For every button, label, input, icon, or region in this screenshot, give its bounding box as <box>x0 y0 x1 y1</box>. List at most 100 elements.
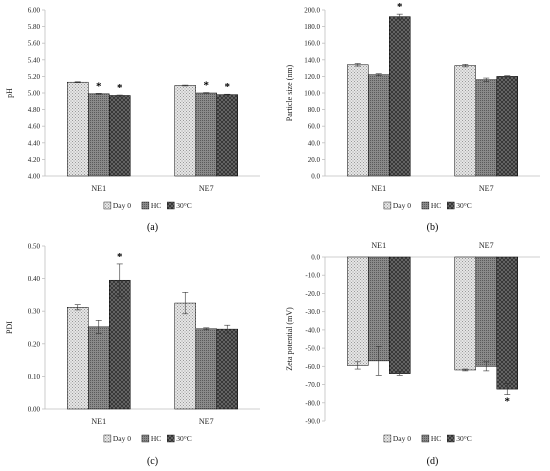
legend-label: Day 0 <box>113 201 131 210</box>
error-bar <box>396 13 403 20</box>
panel-label: (a) <box>147 222 158 233</box>
y-tick-label: -40.0 <box>305 326 320 334</box>
category-label: NE7 <box>479 184 494 193</box>
legend-swatch <box>383 201 392 210</box>
panel-label: (b) <box>427 222 439 233</box>
legend: Day 0 HC 30°C <box>103 201 192 210</box>
y-tick-label: -70.0 <box>305 381 320 389</box>
error-bar <box>95 93 102 95</box>
bar-day0-ne1 <box>67 81 89 177</box>
bar-hc-ne1 <box>368 256 390 362</box>
bar-30c-ne1 <box>389 256 411 374</box>
legend-label: 30°C <box>176 434 192 443</box>
error-bar <box>95 320 102 334</box>
y-tick-label: 4.20 <box>28 156 41 164</box>
bar-day0-ne7 <box>174 302 196 410</box>
significance-marker: * <box>505 396 511 408</box>
y-tick-label: 4.40 <box>28 139 41 147</box>
legend-label: Day 0 <box>393 434 411 443</box>
category-label: NE1 <box>371 184 386 193</box>
bar-30c-ne7 <box>216 94 238 177</box>
error-bar <box>504 75 511 78</box>
y-tick-label: -20.0 <box>305 290 320 298</box>
bar-hc-ne7 <box>195 328 217 410</box>
significance-marker: * <box>117 82 123 94</box>
error-bar <box>483 361 490 372</box>
y-tick-label: 0.10 <box>28 373 41 381</box>
error-bar <box>354 63 361 67</box>
y-tick-label: 40.0 <box>308 139 321 147</box>
category-label: NE7 <box>199 417 214 426</box>
y-tick-label: 6.00 <box>28 7 41 15</box>
bar-day0-ne1 <box>67 307 89 410</box>
bar-hc-ne1 <box>88 93 110 177</box>
y-tick-label: 5.80 <box>28 23 41 31</box>
error-bar <box>375 345 382 376</box>
legend-swatch <box>141 201 150 210</box>
error-bar <box>203 327 210 331</box>
legend-swatch <box>447 434 455 443</box>
error-bar <box>182 291 189 315</box>
bar-30c-ne1 <box>109 95 131 177</box>
significance-marker: * <box>96 80 102 92</box>
category-label: NE7 <box>199 184 214 193</box>
legend-label: HC <box>431 201 441 210</box>
y-tick-label: 0.0 <box>311 254 320 262</box>
bar-hc-ne1 <box>368 74 390 177</box>
legend-label: 30°C <box>456 201 472 210</box>
y-tick-label: 0.20 <box>28 340 41 348</box>
bar-30c-ne1 <box>109 279 131 410</box>
legend-label: 30°C <box>176 201 192 210</box>
legend-label: Day 0 <box>113 434 131 443</box>
legend: Day 0 HC 30°C <box>383 201 472 210</box>
error-bar <box>74 81 81 83</box>
category-label: NE1 <box>371 241 386 250</box>
legend-label: 30°C <box>456 434 472 443</box>
error-bar <box>504 383 511 395</box>
y-tick-label: 4.60 <box>28 123 41 131</box>
significance-marker: * <box>117 251 123 263</box>
y-tick-label: 200.0 <box>304 7 320 15</box>
y-tick-label: 5.00 <box>28 90 41 98</box>
legend-swatch <box>103 434 112 443</box>
bar-hc-ne7 <box>195 92 217 177</box>
category-label: NE1 <box>91 184 106 193</box>
y-tick-label: 160.0 <box>304 40 320 48</box>
category-label: NE7 <box>479 241 494 250</box>
error-bar <box>462 368 469 372</box>
legend-swatch <box>167 434 175 443</box>
bar-day0-ne1 <box>347 256 369 366</box>
legend-swatch <box>421 434 430 443</box>
error-bar <box>74 304 81 311</box>
bar-day0-ne1 <box>347 64 369 177</box>
y-tick-label: 100.0 <box>304 90 320 98</box>
y-tick-label: 0.40 <box>28 275 41 283</box>
error-bar <box>462 64 469 68</box>
legend-swatch <box>103 201 112 210</box>
error-bar <box>182 84 189 87</box>
legend-swatch <box>383 434 392 443</box>
significance-marker: * <box>397 1 403 13</box>
y-tick-label: 0.0 <box>311 173 320 181</box>
bar-hc-ne1 <box>88 326 110 410</box>
error-bar <box>224 324 231 334</box>
error-bar <box>116 263 123 297</box>
y-tick-label: 5.60 <box>28 40 41 48</box>
y-tick-label: 4.80 <box>28 106 41 114</box>
bar-day0-ne7 <box>174 85 196 177</box>
legend-swatch <box>447 201 455 210</box>
legend: Day 0 HC 30°C <box>383 434 472 443</box>
legend: Day 0 HC 30°C <box>103 434 192 443</box>
legend-swatch <box>421 201 430 210</box>
y-tick-label: -90.0 <box>305 418 320 426</box>
panel-label: (d) <box>427 456 439 467</box>
y-tick-label: 5.40 <box>28 56 41 64</box>
legend-swatch <box>167 201 175 210</box>
y-axis-label: Particle size (nm) <box>285 64 294 121</box>
error-bar <box>203 92 210 94</box>
bar-30c-ne1 <box>389 16 411 177</box>
significance-marker: * <box>225 81 231 93</box>
error-bar <box>375 73 382 77</box>
y-tick-label: -60.0 <box>305 363 320 371</box>
